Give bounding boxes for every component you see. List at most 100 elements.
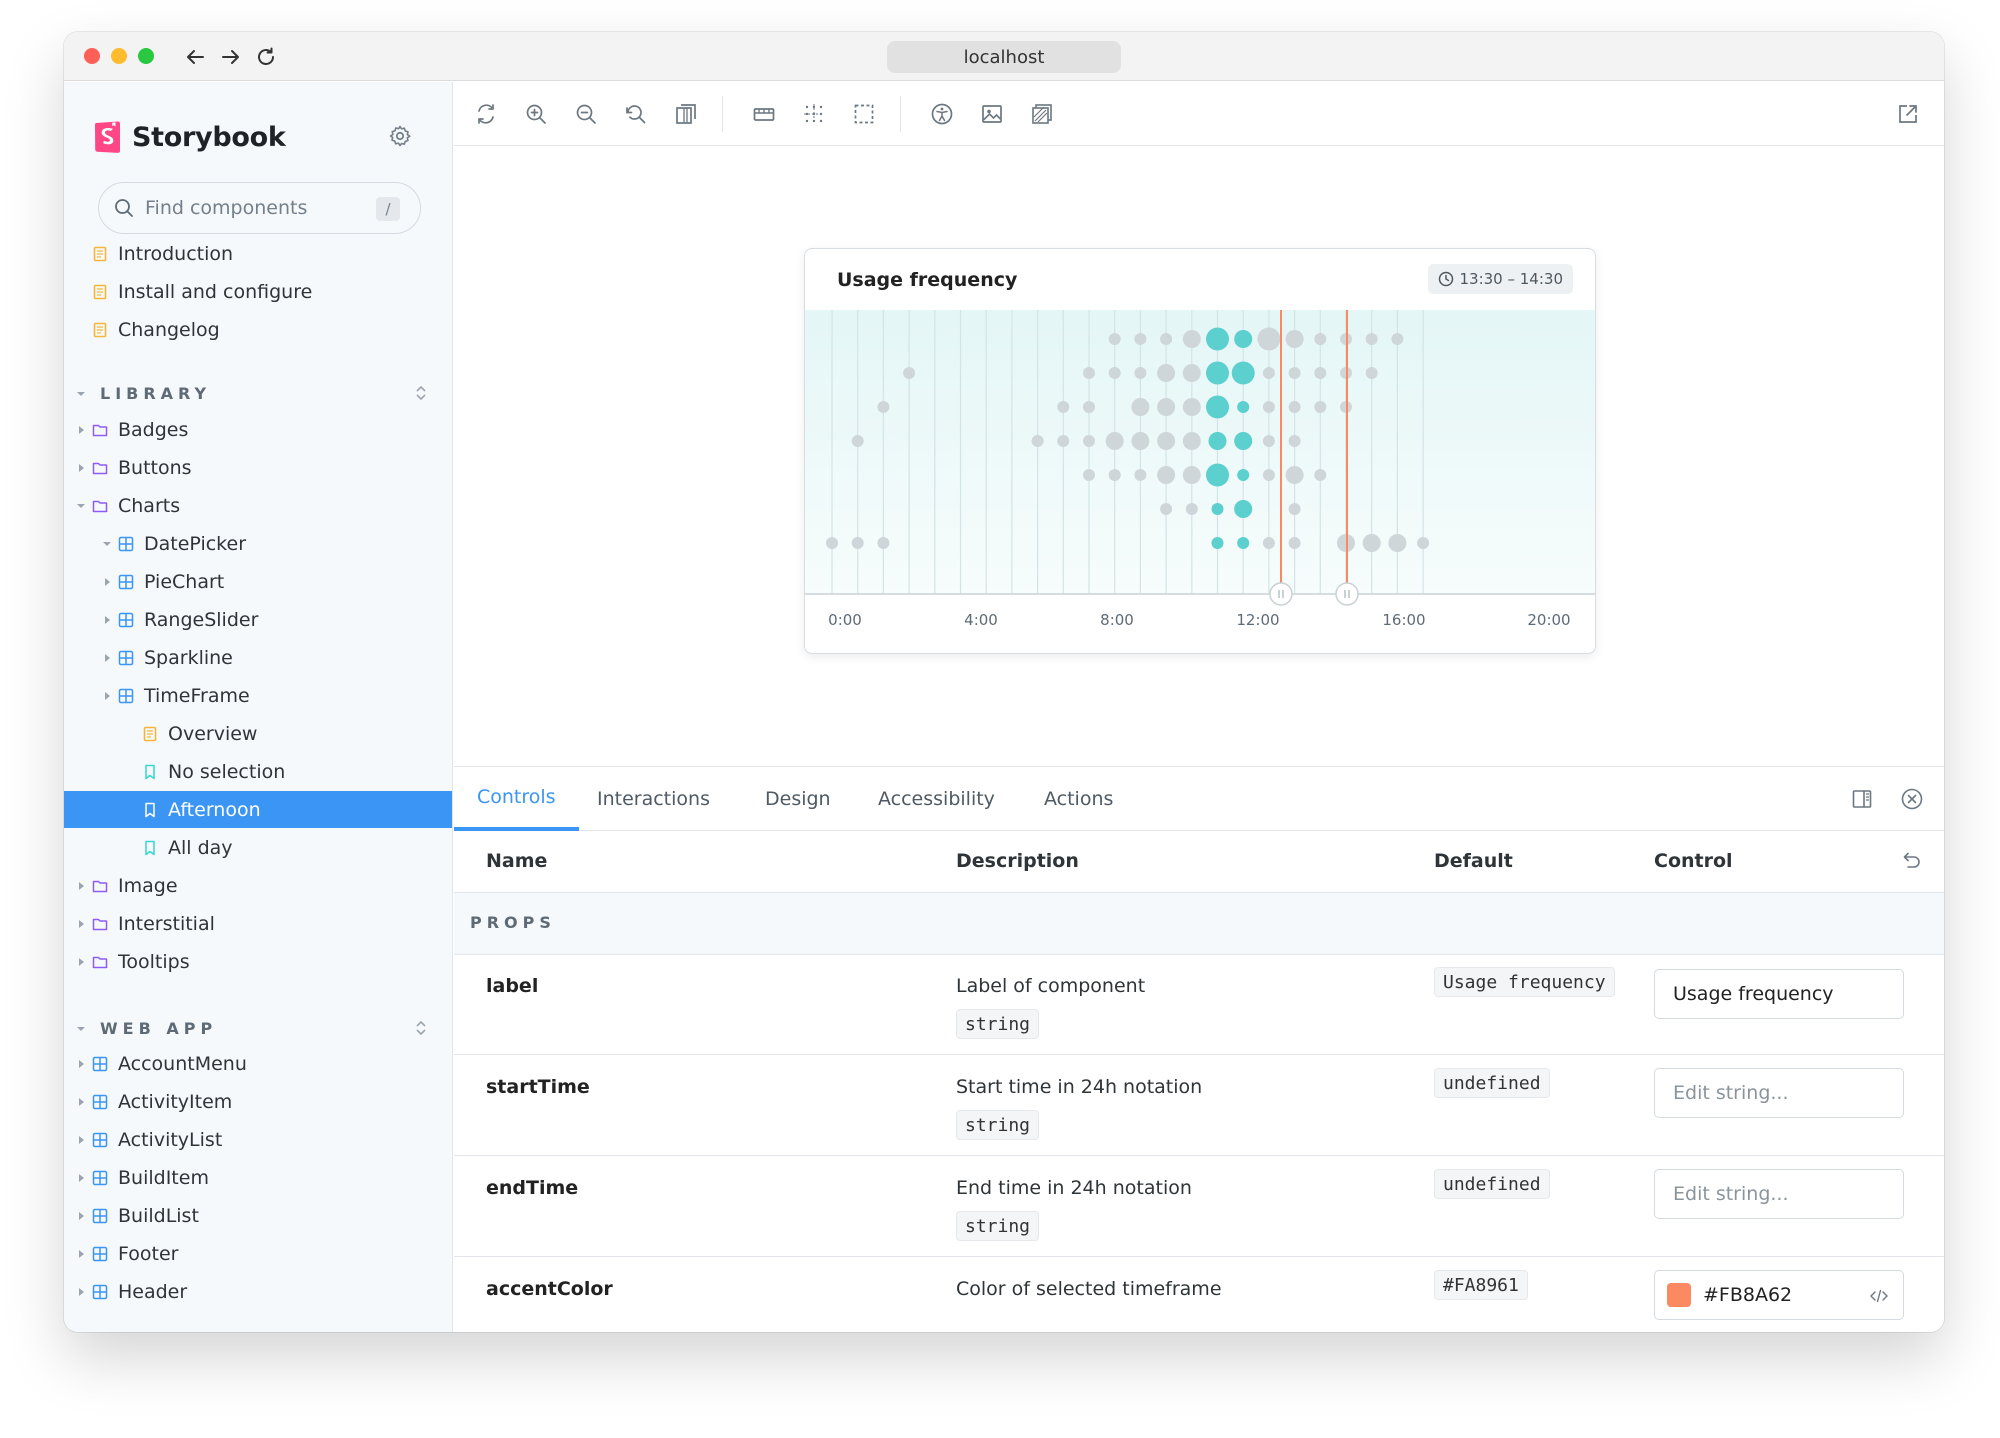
column-header-control: Control [1654, 850, 1733, 872]
component-icon [118, 536, 134, 552]
reset-controls-icon[interactable] [1900, 849, 1924, 873]
frequency-dot [1083, 435, 1095, 447]
sidebar-item-overview[interactable]: Overview [142, 715, 257, 752]
x-axis-label: 16:00 [1382, 611, 1425, 629]
close-window-button[interactable] [84, 48, 100, 64]
tab-controls[interactable]: Controls [454, 767, 579, 831]
tab-interactions[interactable]: Interactions [597, 788, 710, 810]
addons-tabs: Controls Interactions Design Accessibili… [454, 767, 1944, 831]
brand-name: Storybook [132, 121, 286, 153]
sidebar-item-interstitial[interactable]: Interstitial [76, 905, 215, 942]
selected-frequency-dot [1231, 361, 1255, 385]
start-handle[interactable] [1269, 582, 1293, 606]
image-icon[interactable] [978, 100, 1006, 128]
start-time-control-input[interactable] [1654, 1068, 1904, 1118]
end-time-control-input[interactable] [1654, 1169, 1904, 1219]
x-axis-label: 20:00 [1527, 611, 1570, 629]
sidebar-item-activityitem[interactable]: ActivityItem [76, 1083, 232, 1120]
sidebar-item-introduction[interactable]: Introduction [92, 235, 233, 272]
measure-icon[interactable] [1028, 100, 1056, 128]
component-icon [118, 688, 134, 704]
search-box[interactable]: / [98, 182, 421, 234]
frequency-dot [1160, 333, 1173, 345]
sidebar-item-datepicker[interactable]: DatePicker [102, 525, 246, 562]
section-web-app[interactable]: WEB APP [76, 1013, 438, 1043]
frequency-dot [877, 537, 890, 549]
frequency-dot [1314, 401, 1327, 413]
sidebar-item-label: DatePicker [144, 532, 247, 555]
prop-default: undefined [1434, 1068, 1550, 1098]
viewport-icon[interactable] [750, 100, 778, 128]
sidebar-item-buildlist[interactable]: BuildList [76, 1197, 199, 1234]
open-in-new-tab-icon[interactable] [1894, 100, 1922, 128]
forward-arrow-icon[interactable] [214, 41, 246, 73]
sidebar-item-tooltips[interactable]: Tooltips [76, 943, 190, 980]
frequency-chart: 0:00 4:00 8:00 12:00 16:00 20:00 [805, 310, 1595, 629]
expand-collapse-icon[interactable] [414, 384, 428, 406]
background-icon[interactable] [672, 100, 700, 128]
sidebar-item-builditem[interactable]: BuildItem [76, 1159, 209, 1196]
chevron-right-icon [76, 957, 86, 967]
zoom-reset-icon[interactable] [622, 100, 650, 128]
color-swatch[interactable] [1667, 1283, 1691, 1307]
sidebar-item-install[interactable]: Install and configure [92, 273, 312, 310]
sidebar-item-badges[interactable]: Badges [76, 411, 188, 448]
prop-description: Start time in 24h notation [956, 1076, 1203, 1098]
storybook-brand[interactable]: Storybook [94, 120, 286, 154]
sidebar-item-label: Afternoon [168, 798, 261, 821]
sidebar-item-rangeslider[interactable]: RangeSlider [102, 601, 258, 638]
end-handle[interactable] [1335, 582, 1359, 606]
chevron-right-icon [76, 425, 86, 435]
sidebar-item-accountmenu[interactable]: AccountMenu [76, 1045, 247, 1082]
outline-icon[interactable] [850, 100, 878, 128]
panel-layout-icon[interactable] [1848, 785, 1876, 813]
chevron-right-icon [76, 1211, 86, 1221]
tab-actions[interactable]: Actions [1044, 788, 1114, 810]
grid-icon[interactable] [800, 100, 828, 128]
sidebar-item-image[interactable]: Image [76, 867, 178, 904]
sidebar-item-timeframe[interactable]: TimeFrame [102, 677, 250, 714]
sidebar-item-buttons[interactable]: Buttons [76, 449, 192, 486]
frequency-dot [1288, 367, 1301, 379]
card-title: Usage frequency [837, 269, 1018, 291]
bookmark-icon [142, 802, 158, 818]
zoom-out-icon[interactable] [572, 100, 600, 128]
story-canvas: Usage frequency 13:30 – 14:30 [454, 147, 1944, 765]
remount-icon[interactable] [472, 100, 500, 128]
maximize-window-button[interactable] [138, 48, 154, 64]
zoom-in-icon[interactable] [522, 100, 550, 128]
search-input[interactable] [145, 197, 365, 219]
clock-icon [1438, 271, 1453, 287]
reload-icon[interactable] [250, 41, 282, 73]
tab-design[interactable]: Design [765, 788, 831, 810]
close-panel-icon[interactable] [1898, 785, 1926, 813]
sidebar-item-piechart[interactable]: PieChart [102, 563, 224, 600]
settings-gear-icon[interactable] [386, 122, 414, 150]
sidebar-item-no-selection[interactable]: No selection [142, 753, 285, 790]
address-bar[interactable]: localhost [887, 41, 1121, 73]
sidebar-item-afternoon[interactable]: Afternoon [64, 791, 452, 828]
chevron-right-icon [76, 1287, 86, 1297]
back-arrow-icon[interactable] [180, 41, 212, 73]
component-icon [92, 1132, 108, 1148]
sidebar-item-activitylist[interactable]: ActivityList [76, 1121, 222, 1158]
sidebar-item-footer[interactable]: Footer [76, 1235, 178, 1272]
section-library[interactable]: LIBRARY [76, 378, 438, 408]
frequency-dot [1083, 367, 1095, 379]
browser-titlebar: localhost [64, 32, 1944, 81]
column-header-default: Default [1434, 850, 1513, 872]
code-icon[interactable] [1867, 1284, 1891, 1308]
accent-color-control[interactable]: #FB8A62 [1654, 1270, 1904, 1320]
tab-accessibility[interactable]: Accessibility [878, 788, 995, 810]
minimize-window-button[interactable] [111, 48, 127, 64]
label-control-input[interactable] [1654, 969, 1904, 1019]
expand-collapse-icon[interactable] [414, 1019, 428, 1041]
time-range-text: 13:30 – 14:30 [1459, 270, 1564, 288]
browser-window: localhost Storybook / Introduction Insta… [64, 32, 1944, 1332]
sidebar-item-sparkline[interactable]: Sparkline [102, 639, 233, 676]
sidebar-item-header[interactable]: Header [76, 1273, 187, 1310]
sidebar-item-charts[interactable]: Charts [76, 487, 180, 524]
sidebar-item-changelog[interactable]: Changelog [92, 311, 220, 348]
accessibility-icon[interactable] [928, 100, 956, 128]
sidebar-item-all-day[interactable]: All day [142, 829, 233, 866]
